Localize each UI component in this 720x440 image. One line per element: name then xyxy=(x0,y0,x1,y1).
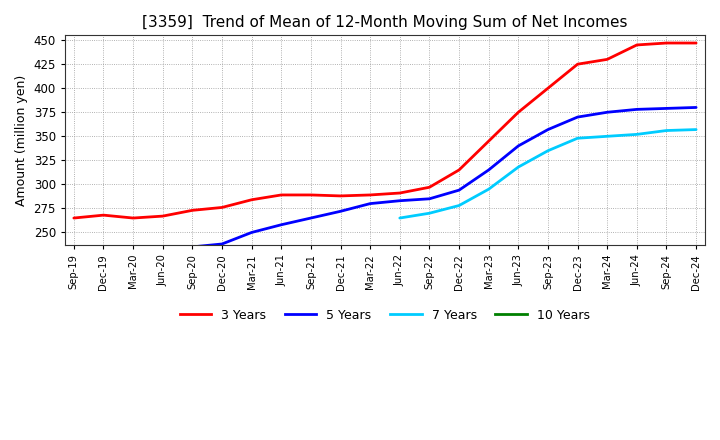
Title: [3359]  Trend of Mean of 12-Month Moving Sum of Net Incomes: [3359] Trend of Mean of 12-Month Moving … xyxy=(143,15,628,30)
Legend: 3 Years, 5 Years, 7 Years, 10 Years: 3 Years, 5 Years, 7 Years, 10 Years xyxy=(175,304,595,327)
Y-axis label: Amount (million yen): Amount (million yen) xyxy=(15,74,28,206)
